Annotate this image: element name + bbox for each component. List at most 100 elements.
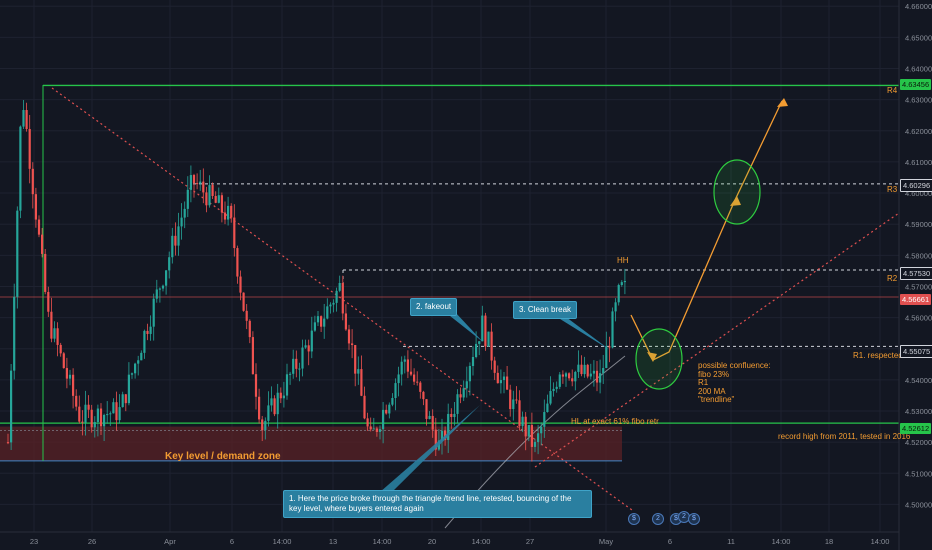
event-marker[interactable]: $: [628, 513, 640, 525]
candle-body: [223, 212, 227, 220]
candle-body: [413, 374, 416, 382]
candle-body: [267, 405, 270, 421]
candle-body: [546, 403, 549, 413]
event-marker[interactable]: 2: [652, 513, 664, 525]
candle-body: [180, 217, 183, 227]
candle-body: [192, 175, 196, 184]
confluence-line: "trendline": [698, 395, 735, 404]
candle-body: [397, 374, 400, 384]
x-tick-label: 14:00: [472, 537, 491, 546]
candle-body: [400, 361, 403, 375]
candle-body: [31, 168, 34, 195]
fakeout-note[interactable]: 2. fakeout: [410, 298, 458, 316]
candle-body: [199, 181, 202, 184]
candle-body: [183, 208, 186, 218]
candle-body: [127, 374, 130, 404]
y-tick-label: 4.61000: [905, 158, 932, 167]
event-count: 2: [656, 515, 660, 522]
y-tick-label: 4.66000: [905, 2, 932, 11]
candle-body: [611, 311, 614, 348]
y-tick-label: 4.54000: [905, 376, 932, 385]
r4-label: R4: [887, 86, 898, 95]
candle-body: [599, 373, 602, 383]
target-circle: [713, 159, 761, 225]
candle-body: [208, 185, 211, 206]
candle-body: [227, 205, 230, 220]
candle-body: [50, 311, 53, 339]
confluence-line: possible confluence:: [698, 361, 771, 370]
candle-body: [568, 373, 571, 379]
clean-break-note[interactable]: 3. Clean break: [513, 301, 578, 319]
price-tag-r3: 4.60296: [900, 179, 932, 192]
candle-body: [605, 346, 608, 369]
candle-body: [103, 414, 106, 427]
candle-body: [475, 343, 478, 357]
candle-body: [254, 374, 258, 397]
candle-body: [406, 359, 409, 372]
candle-body: [456, 394, 459, 414]
candle-body: [53, 328, 56, 339]
x-tick-label: 23: [30, 537, 38, 546]
candle-body: [574, 371, 577, 382]
candle-body: [608, 346, 611, 348]
event-marker[interactable]: $: [688, 513, 700, 525]
candle-body: [372, 428, 375, 430]
y-tick-label: 4.56000: [905, 314, 932, 323]
candle-body: [360, 369, 363, 396]
candle-body: [155, 289, 158, 299]
candle-body: [571, 378, 574, 382]
candle-body: [447, 413, 450, 441]
candle-body: [583, 364, 586, 375]
candle-body: [196, 183, 199, 185]
candle-body: [205, 192, 208, 206]
candle-body: [335, 290, 338, 303]
candle-body: [320, 316, 323, 327]
candle-body: [220, 195, 223, 213]
candle-body: [282, 395, 285, 399]
candle-body: [614, 302, 617, 312]
candle-body: [515, 399, 518, 401]
candle-body: [450, 413, 453, 418]
x-tick-label: 14:00: [871, 537, 890, 546]
x-tick-label: 27: [526, 537, 534, 546]
candle-body: [375, 428, 378, 432]
candle-body: [409, 371, 413, 375]
candle-body: [595, 370, 599, 383]
candle-body: [258, 396, 261, 420]
x-tick-label: 14:00: [373, 537, 392, 546]
candle-body: [285, 374, 289, 396]
candle-body: [540, 426, 543, 434]
candle-body: [37, 219, 41, 235]
candle-body: [273, 398, 276, 415]
demand-zone-layer: [0, 426, 622, 462]
y-tick-label: 4.59000: [905, 220, 932, 229]
candle-body: [518, 400, 521, 427]
ascending-trendline: [534, 212, 900, 468]
candle-body: [174, 235, 177, 246]
candle-body: [295, 358, 298, 369]
candle-body: [509, 389, 512, 410]
candle-body: [22, 110, 25, 127]
price-tag-r1: 4.55075: [900, 345, 932, 358]
candle-body: [214, 195, 217, 203]
fakeout-pointer: [445, 312, 483, 342]
candle-body: [118, 407, 121, 421]
candle-body: [134, 363, 137, 374]
candle-body: [75, 395, 78, 407]
candle-body: [323, 318, 326, 327]
y-tick-label: 4.65000: [905, 33, 932, 42]
candle-body: [366, 418, 369, 427]
projection-arrow-head: [647, 352, 657, 362]
candle-body: [481, 315, 484, 342]
breakout-explanation-note[interactable]: 1. Here the price broke through the tria…: [283, 490, 592, 518]
y-tick-label: 4.64000: [905, 65, 932, 74]
candle-body: [301, 347, 304, 369]
price-tag-r4: 4.63456: [900, 79, 932, 90]
candle-body: [431, 415, 434, 430]
clean-break-pointer: [552, 314, 610, 350]
candle-body: [115, 402, 118, 421]
candle-body: [310, 330, 313, 352]
confluence-note: possible confluence: fibo 23% R1 200 MA …: [698, 361, 771, 405]
